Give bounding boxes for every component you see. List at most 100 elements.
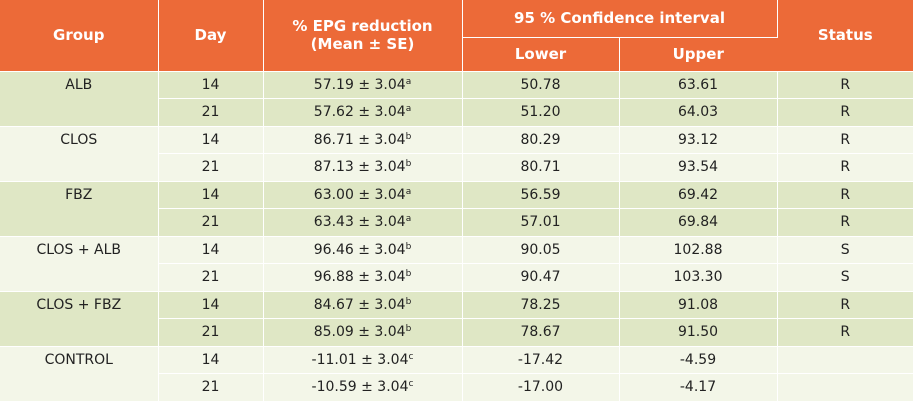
mean-cell: 57.62 ± 3.04a: [263, 98, 463, 127]
table-row: CLOS 14 86.71 ± 3.04b 80.29 93.12 R: [0, 126, 913, 182]
day-cell: 14: [158, 291, 264, 319]
group-fbz: FBZ 14 63.00 ± 3.04a 56.59 69.42 R 21 63…: [0, 181, 913, 237]
mean-cell: 87.13 ± 3.04b: [263, 153, 463, 182]
significance-letter: a: [405, 104, 412, 115]
table-row: CLOS + ALB 14 96.46 ± 3.04b 90.05 102.88…: [0, 236, 913, 292]
mean-value: 84.67 ± 3.04: [313, 296, 406, 313]
group-clos-alb: CLOS + ALB 14 96.46 ± 3.04b 90.05 102.88…: [0, 236, 913, 292]
mean-cell: 84.67 ± 3.04b: [263, 291, 463, 319]
mean-cell: -10.59 ± 3.04c: [263, 373, 463, 402]
status-cell: R: [777, 153, 913, 182]
status-cell: S: [777, 236, 913, 264]
status-cell: R: [777, 181, 913, 209]
table-row: 21 96.88 ± 3.04b 90.47 103.30 S: [0, 263, 913, 292]
lower-cell: 78.67: [462, 318, 620, 347]
table-row: CONTROL 14 -11.01 ± 3.04c -17.42 -4.59: [0, 346, 913, 402]
group-control: CONTROL 14 -11.01 ± 3.04c -17.42 -4.59 2…: [0, 346, 913, 402]
header-epg-line1: % EPG reduction: [292, 17, 433, 36]
mean-value: 86.71 ± 3.04: [313, 131, 406, 148]
mean-value: 57.19 ± 3.04: [313, 76, 406, 93]
header-confidence-interval: 95 % Confidence interval: [462, 0, 778, 38]
day-cell: 21: [158, 153, 264, 182]
upper-cell: 69.84: [619, 208, 778, 237]
day-cell: 14: [158, 181, 264, 209]
mean-cell: 63.00 ± 3.04a: [263, 181, 463, 209]
mean-value: 96.46 ± 3.04: [313, 241, 406, 258]
group-name-cell: CLOS: [0, 126, 159, 182]
day-cell: 21: [158, 98, 264, 127]
group-name-cell: CONTROL: [0, 346, 159, 402]
mean-value: 87.13 ± 3.04: [313, 159, 406, 176]
lower-cell: 90.05: [462, 236, 620, 264]
upper-cell: 64.03: [619, 98, 778, 127]
upper-cell: 91.50: [619, 318, 778, 347]
significance-letter: b: [405, 269, 412, 280]
group-clos-fbz: CLOS + FBZ 14 84.67 ± 3.04b 78.25 91.08 …: [0, 291, 913, 347]
group-clos: CLOS 14 86.71 ± 3.04b 80.29 93.12 R 21 8…: [0, 126, 913, 182]
mean-cell: 63.43 ± 3.04a: [263, 208, 463, 237]
header-epg-line2: (Mean ± SE): [310, 35, 415, 54]
lower-cell: 80.29: [462, 126, 620, 154]
header-lower: Lower: [462, 37, 620, 72]
day-cell: 14: [158, 126, 264, 154]
lower-cell: 50.78: [462, 71, 620, 99]
lower-cell: -17.00: [462, 373, 620, 402]
mean-value: 63.00 ± 3.04: [313, 186, 406, 203]
table-row: 21 63.43 ± 3.04a 57.01 69.84 R: [0, 208, 913, 237]
table-row: ALB 14 57.19 ± 3.04a 50.78 63.61 R: [0, 71, 913, 127]
day-cell: 21: [158, 373, 264, 402]
mean-value: 57.62 ± 3.04: [313, 104, 406, 121]
day-cell: 14: [158, 71, 264, 99]
table-row: FBZ 14 63.00 ± 3.04a 56.59 69.42 R: [0, 181, 913, 237]
mean-value: -10.59 ± 3.04: [311, 379, 409, 396]
day-cell: 21: [158, 208, 264, 237]
upper-cell: -4.17: [619, 373, 778, 402]
table-row: 21 87.13 ± 3.04b 80.71 93.54 R: [0, 153, 913, 182]
mean-cell: 96.46 ± 3.04b: [263, 236, 463, 264]
upper-cell: 91.08: [619, 291, 778, 319]
status-cell: [777, 373, 913, 402]
status-cell: S: [777, 263, 913, 292]
mean-value: -11.01 ± 3.04: [311, 351, 409, 368]
lower-cell: 57.01: [462, 208, 620, 237]
upper-cell: -4.59: [619, 346, 778, 374]
header-group: Group: [0, 0, 159, 72]
lower-cell: 56.59: [462, 181, 620, 209]
table-row: CLOS + FBZ 14 84.67 ± 3.04b 78.25 91.08 …: [0, 291, 913, 347]
status-cell: R: [777, 71, 913, 99]
header-epg-reduction: % EPG reduction (Mean ± SE): [263, 0, 463, 72]
status-cell: [777, 346, 913, 374]
lower-cell: 51.20: [462, 98, 620, 127]
day-cell: 21: [158, 263, 264, 292]
significance-letter: a: [405, 214, 412, 225]
upper-cell: 93.12: [619, 126, 778, 154]
group-alb: ALB 14 57.19 ± 3.04a 50.78 63.61 R 21 57…: [0, 71, 913, 127]
status-cell: R: [777, 126, 913, 154]
significance-letter: b: [405, 159, 412, 170]
upper-cell: 93.54: [619, 153, 778, 182]
status-cell: R: [777, 291, 913, 319]
mean-value: 96.88 ± 3.04: [313, 269, 406, 286]
group-name-cell: CLOS + FBZ: [0, 291, 159, 347]
significance-letter: a: [405, 76, 412, 87]
day-cell: 14: [158, 236, 264, 264]
table-header: Group Day % EPG reduction (Mean ± SE) 95…: [0, 0, 913, 72]
day-cell: 14: [158, 346, 264, 374]
upper-cell: 102.88: [619, 236, 778, 264]
table-row: 21 57.62 ± 3.04a 51.20 64.03 R: [0, 98, 913, 127]
header-day: Day: [158, 0, 264, 72]
significance-letter: b: [405, 296, 412, 307]
significance-letter: b: [405, 324, 412, 335]
upper-cell: 63.61: [619, 71, 778, 99]
mean-cell: 85.09 ± 3.04b: [263, 318, 463, 347]
group-name-cell: ALB: [0, 71, 159, 127]
significance-letter: b: [405, 131, 412, 142]
lower-cell: -17.42: [462, 346, 620, 374]
significance-letter: a: [405, 186, 412, 197]
upper-cell: 103.30: [619, 263, 778, 292]
significance-letter: c: [408, 351, 414, 362]
mean-cell: 86.71 ± 3.04b: [263, 126, 463, 154]
upper-cell: 69.42: [619, 181, 778, 209]
lower-cell: 78.25: [462, 291, 620, 319]
